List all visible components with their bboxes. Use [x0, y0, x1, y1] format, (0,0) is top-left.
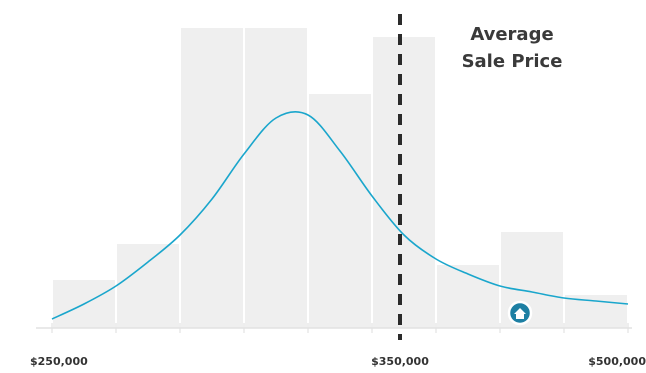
bar [437, 265, 499, 328]
x-tick-label: $350,000 [371, 355, 429, 368]
bar [309, 94, 371, 328]
curve [51, 111, 629, 320]
bar [117, 244, 179, 328]
annotation: Sale Price [462, 51, 563, 72]
bar [245, 28, 307, 328]
x-tick-label: $500,000 [588, 355, 646, 368]
home-marker [507, 300, 533, 326]
bar [373, 37, 435, 328]
annotation: Average [470, 24, 553, 45]
bar [181, 28, 243, 328]
x-tick-label: $250,000 [30, 355, 88, 368]
